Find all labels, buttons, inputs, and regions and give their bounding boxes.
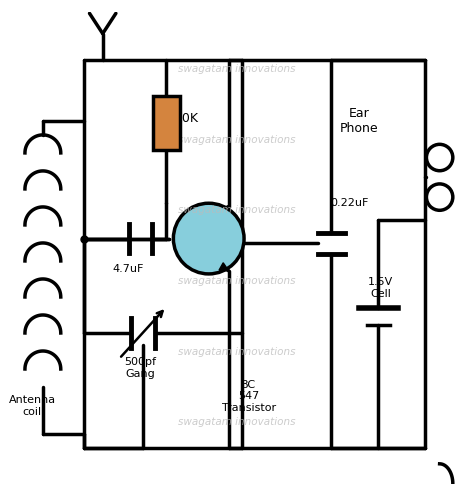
Text: swagatam innovations: swagatam innovations bbox=[178, 276, 296, 286]
Text: swagatam innovations: swagatam innovations bbox=[178, 134, 296, 145]
Text: 1.5V
Cell: 1.5V Cell bbox=[368, 277, 393, 299]
Text: 500pf
Gang: 500pf Gang bbox=[124, 357, 156, 379]
Circle shape bbox=[173, 203, 244, 274]
Text: swagatam innovations: swagatam innovations bbox=[178, 347, 296, 357]
Text: 4.7uF: 4.7uF bbox=[112, 264, 143, 274]
Text: swagatam innovations: swagatam innovations bbox=[178, 417, 296, 428]
Text: swagatam innovations: swagatam innovations bbox=[178, 205, 296, 215]
Circle shape bbox=[427, 144, 453, 171]
Text: BC
547
Transistor: BC 547 Transistor bbox=[222, 380, 276, 413]
Bar bbox=[153, 96, 180, 150]
Text: 0.22uF: 0.22uF bbox=[330, 198, 368, 208]
Text: swagatam innovations: swagatam innovations bbox=[178, 64, 296, 74]
Circle shape bbox=[427, 184, 453, 210]
Text: Ear
Phone: Ear Phone bbox=[340, 107, 379, 135]
Polygon shape bbox=[219, 263, 228, 271]
Text: 100K: 100K bbox=[167, 112, 199, 125]
Text: Antenna
coil: Antenna coil bbox=[9, 395, 55, 417]
